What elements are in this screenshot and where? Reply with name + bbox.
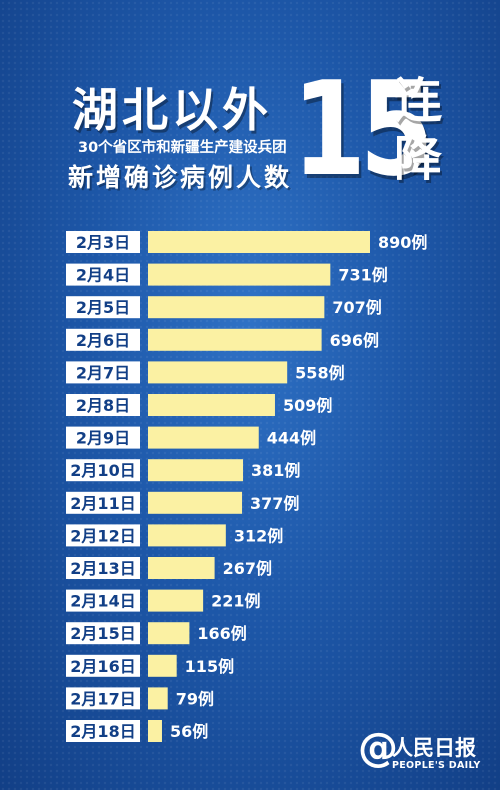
category-label: 2月6日: [76, 331, 130, 350]
category-label: 2月16日: [70, 657, 135, 676]
bar: [148, 622, 190, 645]
value-label: 115例: [185, 657, 234, 676]
value-label: 377例: [250, 494, 299, 513]
bar: [148, 231, 370, 253]
category-label-box: [66, 263, 140, 286]
category-label-box: [66, 361, 140, 384]
category-label: 2月8日: [76, 396, 130, 415]
value-label: 312例: [234, 526, 283, 545]
value-label: 558例: [295, 363, 344, 382]
category-label-box: [66, 557, 140, 579]
category-label: 2月18日: [70, 722, 135, 741]
value-label: 267例: [223, 559, 272, 578]
value-label: 444例: [267, 429, 316, 448]
bar: [148, 720, 162, 742]
value-label: 56例: [170, 722, 208, 741]
subtitle: 30个省区市和新疆生产建设兵团: [78, 140, 287, 156]
category-label-box: [66, 328, 140, 351]
category-label: 2月11日: [70, 494, 135, 513]
category-label: 2月13日: [70, 559, 135, 578]
category-label: 2月7日: [76, 363, 130, 382]
category-label: 2月9日: [76, 429, 130, 448]
char-jiang: 降: [394, 131, 443, 187]
bar: [148, 687, 168, 710]
category-label-box: [66, 459, 140, 482]
value-label: 381例: [251, 461, 300, 480]
char-lian: 连: [394, 73, 443, 129]
category-label: 2月15日: [70, 624, 135, 643]
bar: [148, 589, 204, 612]
bar: [148, 328, 322, 351]
value-label: 890例: [378, 233, 427, 252]
value-label: 166例: [197, 624, 246, 643]
category-label-box: [66, 296, 140, 319]
bar: [148, 524, 226, 547]
category-label: 2月12日: [70, 526, 135, 545]
category-label: 2月14日: [70, 592, 135, 611]
value-label: 731例: [338, 266, 387, 285]
value-label: 696例: [330, 331, 379, 350]
bar: [148, 557, 215, 579]
bar: [148, 361, 288, 384]
category-label-box: [66, 524, 140, 547]
category-label: 2月10日: [70, 461, 135, 480]
category-label-box: [66, 231, 140, 253]
category-label: 2月4日: [76, 266, 130, 285]
category-label-box: [66, 654, 140, 677]
bar: [148, 654, 177, 677]
logo-name-cn: 人民日报: [392, 736, 476, 760]
bar: [148, 426, 259, 449]
bar: [148, 263, 331, 286]
value-label: 221例: [211, 592, 260, 611]
third-line-title: 新增确诊病例人数: [68, 163, 293, 192]
at-sign-icon: @: [358, 725, 398, 771]
main-title: 湖北以外: [72, 83, 272, 137]
value-label: 509例: [283, 396, 332, 415]
category-label-box: [66, 720, 140, 742]
logo-name-en: PEOPLE'S DAILY: [392, 760, 481, 771]
category-label-box: [66, 491, 140, 514]
bar: [148, 459, 244, 482]
header: 湖北以外 30个省区市和新疆生产建设兵团 新增确诊病例人数 15 连 降: [0, 0, 500, 220]
bar: [148, 491, 243, 514]
category-label: 2月5日: [76, 298, 130, 317]
big-number: 15: [292, 53, 434, 205]
bar: [148, 394, 275, 416]
category-label-box: [66, 426, 140, 449]
category-label: 2月3日: [76, 233, 130, 252]
value-label: 79例: [176, 689, 214, 708]
category-label: 2月17日: [70, 689, 135, 708]
category-label-box: [66, 589, 140, 612]
category-label-box: [66, 687, 140, 710]
value-label: 707例: [332, 298, 381, 317]
category-label-box: [66, 394, 140, 416]
category-label-box: [66, 622, 140, 645]
peoples-daily-logo: @ 人民日报 PEOPLE'S DAILY: [358, 726, 498, 776]
bar: [148, 296, 325, 319]
